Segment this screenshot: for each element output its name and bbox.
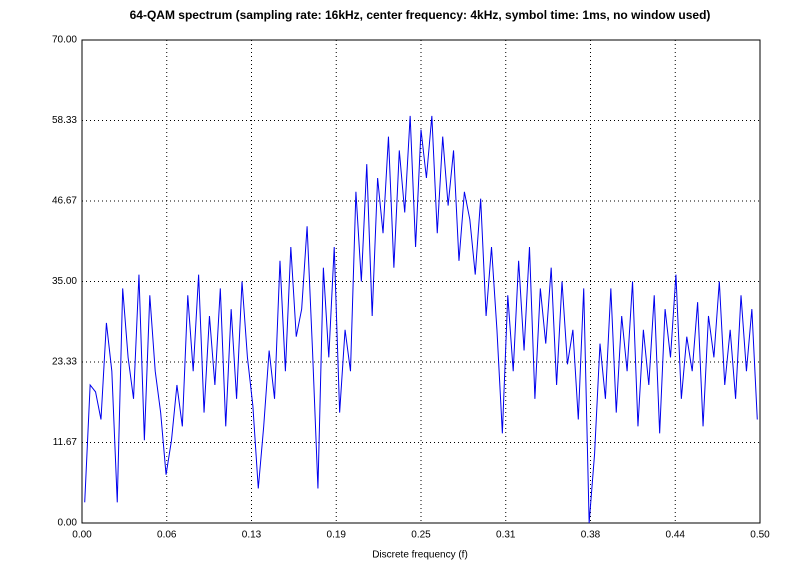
- plot-frame: [81, 39, 761, 524]
- x-axis-label: Discrete frequency (f): [372, 550, 468, 561]
- x-tick-label: 0.38: [581, 530, 601, 541]
- y-tick-label: 46.67: [52, 196, 77, 207]
- x-tick-label: 0.00: [72, 530, 92, 541]
- chart-title: 64-QAM spectrum (sampling rate: 16kHz, c…: [130, 8, 711, 22]
- y-tick-label: 23.33: [52, 357, 77, 368]
- x-tick-label: 0.06: [157, 530, 177, 541]
- y-tick-label: 35.00: [52, 276, 77, 287]
- x-tick-label: 0.31: [496, 530, 516, 541]
- x-tick-label: 0.25: [411, 530, 431, 541]
- x-tick-label: 0.44: [666, 530, 686, 541]
- y-tick-label: 11.67: [53, 437, 78, 448]
- x-tick-label: 0.50: [750, 530, 770, 541]
- x-tick-label: 0.13: [242, 530, 262, 541]
- data-line: [84, 115, 758, 524]
- x-tick-label: 0.19: [327, 530, 347, 541]
- y-tick-label: 0.00: [58, 518, 78, 529]
- y-tick-label: 58.33: [52, 115, 77, 126]
- y-tick-label: 70.00: [52, 35, 77, 46]
